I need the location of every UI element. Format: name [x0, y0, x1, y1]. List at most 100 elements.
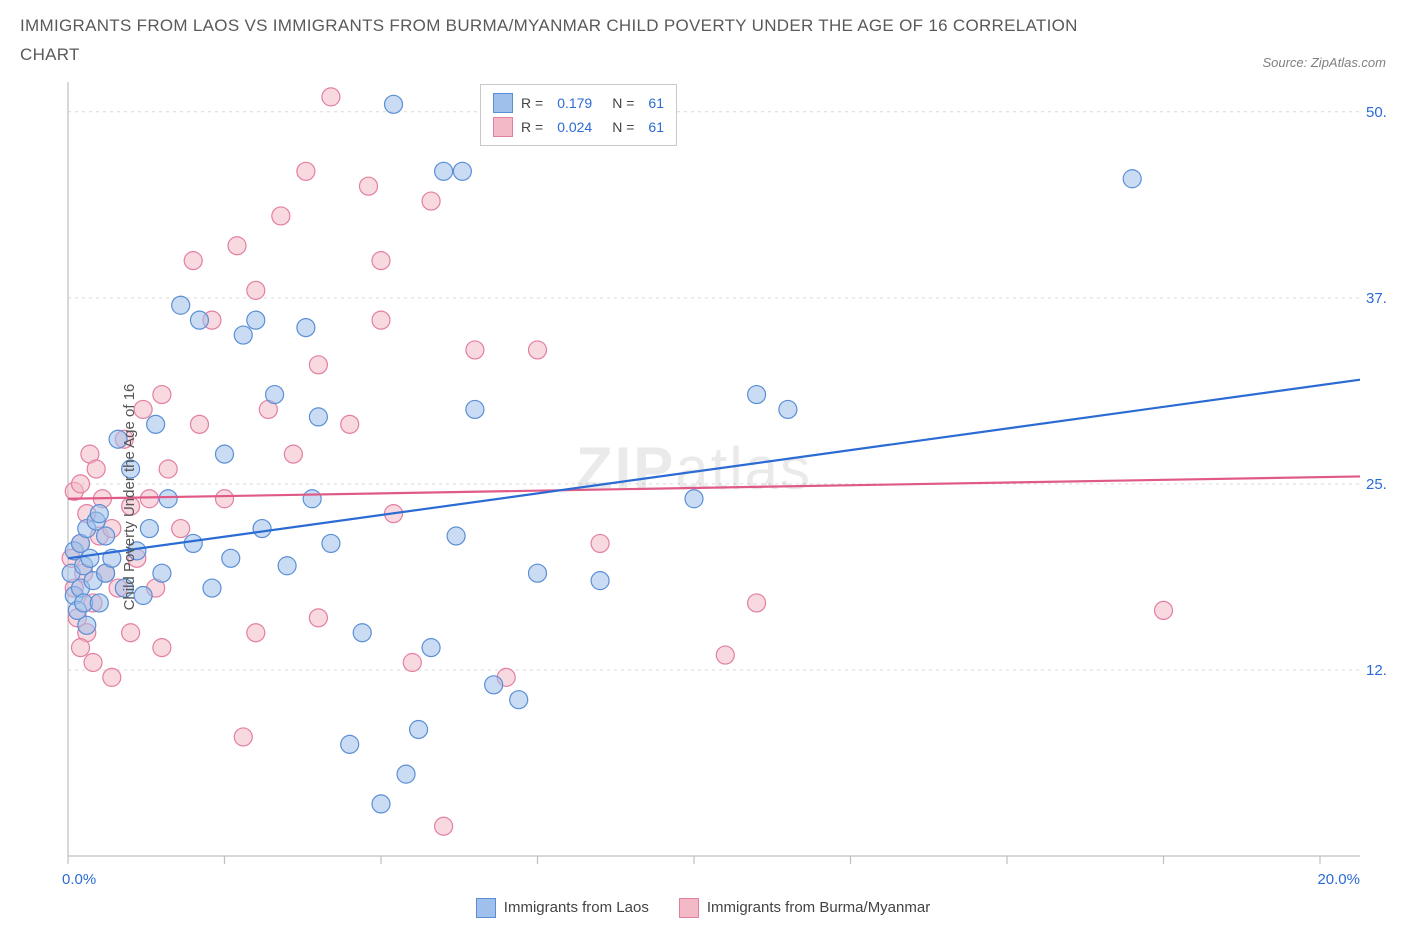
scatter-point	[87, 460, 105, 478]
scatter-point	[435, 817, 453, 835]
scatter-point	[284, 445, 302, 463]
scatter-point	[435, 162, 453, 180]
scatter-point	[372, 795, 390, 813]
scatter-point	[466, 400, 484, 418]
scatter-point	[97, 527, 115, 545]
scatter-point	[272, 207, 290, 225]
scatter-point	[266, 385, 284, 403]
scatter-point	[190, 311, 208, 329]
legend-swatch-laos	[493, 93, 513, 113]
scatter-point	[216, 445, 234, 463]
scatter-point	[341, 735, 359, 753]
scatter-point	[341, 415, 359, 433]
scatter-point	[453, 162, 471, 180]
chart-source: Source: ZipAtlas.com	[1262, 55, 1386, 70]
scatter-point	[748, 385, 766, 403]
scatter-point	[322, 88, 340, 106]
legend-item-laos: Immigrants from Laos	[476, 898, 649, 918]
scatter-point	[1123, 170, 1141, 188]
scatter-point	[147, 415, 165, 433]
legend-item-burma: Immigrants from Burma/Myanmar	[679, 898, 930, 918]
scatter-point	[303, 490, 321, 508]
scatter-point	[153, 385, 171, 403]
svg-text:0.0%: 0.0%	[62, 871, 96, 888]
scatter-point	[1155, 601, 1173, 619]
scatter-point	[510, 690, 528, 708]
scatter-point	[385, 95, 403, 113]
chart-container: Child Poverty Under the Age of 16 R = 0.…	[20, 76, 1386, 918]
scatter-point	[485, 676, 503, 694]
legend-swatch-laos	[476, 898, 496, 918]
scatter-point	[309, 356, 327, 374]
scatter-point	[466, 341, 484, 359]
scatter-point	[228, 237, 246, 255]
scatter-point	[247, 311, 265, 329]
scatter-point	[591, 534, 609, 552]
scatter-point	[253, 519, 271, 537]
y-axis-label: Child Poverty Under the Age of 16	[121, 383, 138, 610]
scatter-point	[779, 400, 797, 418]
scatter-point	[234, 326, 252, 344]
scatter-point	[247, 624, 265, 642]
scatter-point	[397, 765, 415, 783]
legend-series: Immigrants from Laos Immigrants from Bur…	[20, 898, 1386, 918]
scatter-point	[234, 728, 252, 746]
scatter-point	[716, 646, 734, 664]
svg-text:50.0%: 50.0%	[1366, 104, 1386, 121]
svg-text:37.5%: 37.5%	[1366, 290, 1386, 307]
scatter-point	[103, 668, 121, 686]
scatter-point	[748, 594, 766, 612]
scatter-point	[353, 624, 371, 642]
svg-text:25.0%: 25.0%	[1366, 476, 1386, 493]
scatter-point	[447, 527, 465, 545]
scatter-point	[84, 653, 102, 671]
scatter-point	[297, 318, 315, 336]
scatter-point	[297, 162, 315, 180]
legend-swatch-burma	[679, 898, 699, 918]
legend-stats-row: R = 0.024 N = 61	[493, 115, 664, 139]
scatter-point	[222, 549, 240, 567]
scatter-point	[203, 579, 221, 597]
legend-stats-row: R = 0.179 N = 61	[493, 91, 664, 115]
svg-text:12.5%: 12.5%	[1366, 662, 1386, 679]
scatter-point	[403, 653, 421, 671]
scatter-point	[410, 720, 428, 738]
scatter-point	[422, 638, 440, 656]
scatter-point	[359, 177, 377, 195]
scatter-point	[90, 594, 108, 612]
scatter-point	[372, 311, 390, 329]
scatter-point	[422, 192, 440, 210]
scatter-point	[309, 408, 327, 426]
scatter-point	[72, 638, 90, 656]
scatter-point	[153, 638, 171, 656]
scatter-point	[529, 564, 547, 582]
svg-text:20.0%: 20.0%	[1317, 871, 1360, 888]
scatter-point	[172, 519, 190, 537]
scatter-chart: 12.5%25.0%37.5%50.0%0.0%20.0%ZIPatlas	[20, 76, 1386, 896]
scatter-point	[153, 564, 171, 582]
scatter-point	[309, 609, 327, 627]
scatter-point	[529, 341, 547, 359]
scatter-point	[372, 251, 390, 269]
legend-swatch-burma	[493, 117, 513, 137]
scatter-point	[172, 296, 190, 314]
scatter-point	[322, 534, 340, 552]
scatter-point	[81, 549, 99, 567]
scatter-point	[159, 460, 177, 478]
scatter-point	[72, 475, 90, 493]
chart-title: IMMIGRANTS FROM LAOS VS IMMIGRANTS FROM …	[20, 12, 1120, 70]
scatter-point	[140, 519, 158, 537]
scatter-point	[184, 534, 202, 552]
scatter-point	[591, 571, 609, 589]
scatter-point	[685, 490, 703, 508]
legend-stats: R = 0.179 N = 61 R = 0.024 N = 61	[480, 84, 677, 146]
scatter-point	[190, 415, 208, 433]
scatter-point	[140, 490, 158, 508]
scatter-point	[90, 504, 108, 522]
scatter-point	[122, 624, 140, 642]
scatter-point	[278, 557, 296, 575]
scatter-point	[78, 616, 96, 634]
scatter-point	[247, 281, 265, 299]
scatter-point	[184, 251, 202, 269]
scatter-point	[216, 490, 234, 508]
